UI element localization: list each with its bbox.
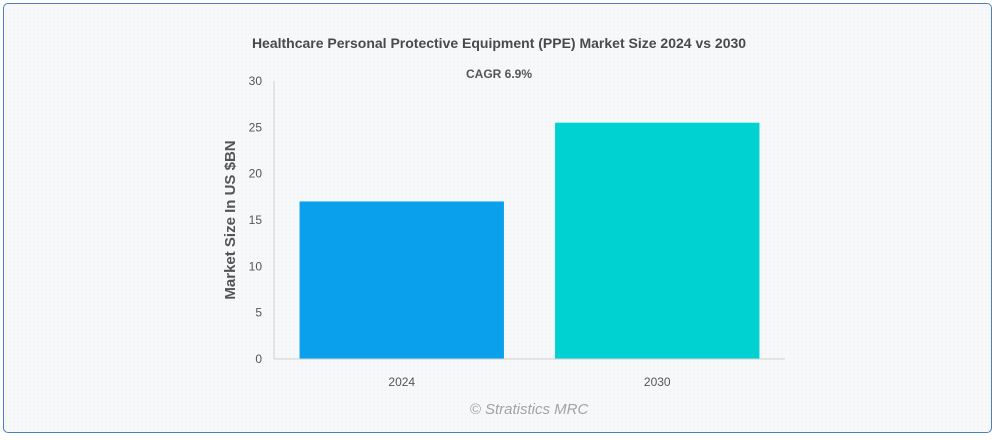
chart-title: Healthcare Personal Protective Equipment…	[252, 35, 746, 51]
x-axis: 2024 2030	[388, 375, 671, 389]
x-tick-label: 2024	[388, 375, 415, 389]
chart-subtitle: CAGR 6.9%	[466, 67, 532, 81]
bars	[299, 122, 760, 359]
y-tick-label: 0	[255, 352, 262, 366]
y-axis: 0 5 10 15 20 25 30	[249, 74, 263, 366]
y-axis-title: Market Size In US $BN	[222, 140, 239, 299]
y-tick-label: 5	[255, 306, 262, 320]
bar-2030	[555, 122, 760, 359]
y-tick-label: 30	[249, 74, 263, 88]
bar-chart: Healthcare Personal Protective Equipment…	[222, 35, 785, 418]
x-tick-label: 2030	[644, 375, 671, 389]
watermark: © Stratistics MRC	[470, 401, 589, 418]
chart-frame: Healthcare Personal Protective Equipment…	[3, 3, 992, 433]
y-tick-label: 20	[249, 167, 263, 181]
y-tick-label: 10	[249, 259, 263, 273]
bar-2024	[299, 201, 504, 359]
y-tick-label: 15	[249, 213, 263, 227]
y-tick-label: 25	[249, 120, 263, 134]
